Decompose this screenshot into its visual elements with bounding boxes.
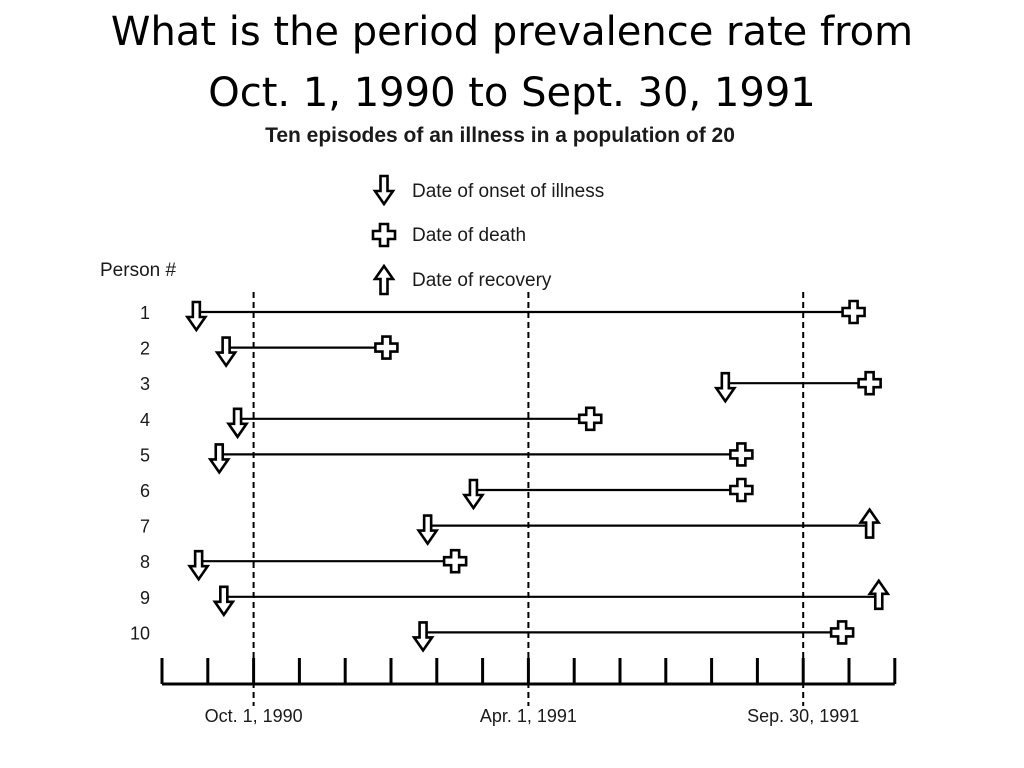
episode-row: 1: [140, 299, 866, 333]
person-number: 4: [140, 410, 150, 430]
person-number: 9: [140, 588, 150, 608]
episodes: 1 2 3 4 5 6 7 8 9 10: [130, 299, 891, 653]
legend-onset-label: Date of onset of illness: [412, 181, 604, 202]
reference-lines: [252, 292, 805, 706]
episode-row: 4: [140, 406, 603, 440]
axis-date-label: Oct. 1, 1990: [205, 706, 303, 726]
onset-arrow-icon: [416, 514, 440, 546]
person-number: 10: [130, 623, 150, 643]
recovery-arrow-icon: [372, 263, 396, 296]
death-cross-icon: [729, 477, 754, 503]
episode-row: 6: [140, 477, 754, 511]
person-number: 6: [140, 481, 150, 501]
onset-arrow-icon: [207, 443, 231, 475]
onset-arrow-icon: [411, 621, 435, 653]
onset-arrow-icon: [184, 300, 208, 333]
death-cross-icon: [841, 299, 866, 325]
slide-title: What is the period prevalence rate from …: [0, 2, 1024, 124]
death-cross-icon: [371, 222, 397, 248]
axis-date-label: Sep. 30, 1991: [747, 706, 859, 726]
episode-row: 9: [140, 578, 891, 618]
episode-row: 2: [140, 335, 399, 368]
legend: Date of onset of illness Date of death D…: [371, 174, 604, 296]
episode-row: 5: [140, 442, 754, 475]
legend-onset-arrow: [372, 174, 396, 207]
person-number: 3: [140, 374, 150, 394]
person-number: 1: [140, 303, 150, 323]
person-number: 8: [140, 552, 150, 572]
person-number: 5: [140, 445, 150, 465]
figure-title: Ten episodes of an illness in a populati…: [265, 124, 735, 147]
death-cross-icon: [857, 370, 882, 396]
death-cross-icon: [729, 442, 754, 467]
episode-row: 3: [140, 370, 882, 404]
death-cross-icon: [829, 620, 855, 645]
legend-recovery-arrow: [372, 263, 396, 296]
slide-title-line-1: What is the period prevalence rate from: [110, 9, 914, 55]
person-column-header: Person #: [100, 260, 176, 281]
onset-arrow-icon: [212, 585, 236, 618]
episode-row: 8: [140, 548, 468, 582]
onset-arrow-icon: [713, 371, 737, 404]
time-axis: Oct. 1, 1990 Apr. 1, 1991 Sep. 30, 1991: [160, 658, 897, 726]
onset-arrow-icon: [372, 174, 396, 207]
person-number: 2: [140, 339, 150, 359]
axis-date-label: Apr. 1, 1991: [480, 706, 577, 726]
death-cross-icon: [577, 406, 603, 432]
death-cross-icon: [374, 335, 399, 360]
slide-title-line-2: Oct. 1, 1990 to Sept. 30, 1991: [208, 69, 816, 116]
legend-death-cross: [371, 222, 397, 248]
death-cross-icon: [442, 548, 468, 574]
legend-recovery-label: Date of recovery: [412, 270, 552, 291]
onset-arrow-icon: [226, 407, 250, 440]
person-number: 7: [140, 517, 150, 537]
episode-row: 10: [130, 620, 855, 653]
recovery-arrow-icon: [867, 578, 891, 611]
onset-arrow-icon: [214, 336, 238, 368]
episode-row: 7: [140, 507, 882, 546]
onset-arrow-icon: [187, 549, 211, 582]
onset-arrow-icon: [461, 478, 485, 511]
recovery-arrow-icon: [858, 507, 882, 539]
legend-death-label: Date of death: [412, 225, 526, 246]
